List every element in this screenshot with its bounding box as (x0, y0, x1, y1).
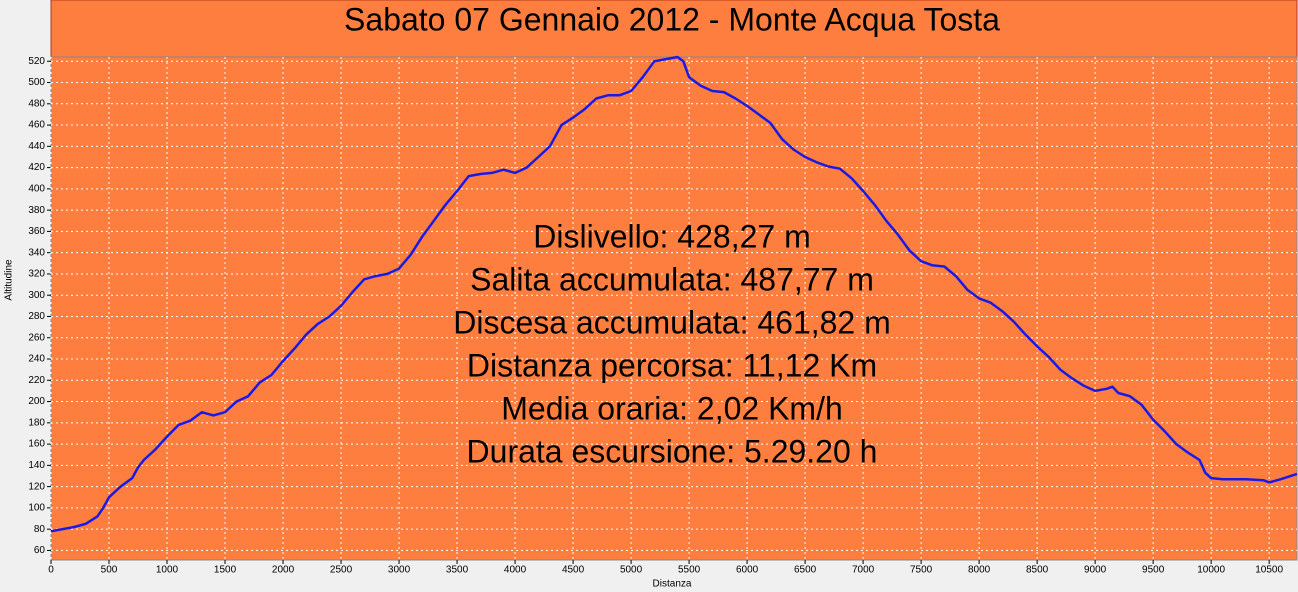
x-tick-label: 10500 (1255, 565, 1283, 576)
y-tick-label: 380 (28, 205, 45, 216)
x-tick-label: 9500 (1142, 565, 1165, 576)
x-tick-label: 4500 (562, 565, 585, 576)
x-tick-label: 9000 (1084, 565, 1107, 576)
y-tick-label: 400 (28, 184, 45, 195)
x-tick-label: 1000 (156, 565, 179, 576)
y-tick-label: 180 (28, 417, 45, 428)
y-tick-label: 220 (28, 375, 45, 386)
y-tick-label: 120 (28, 481, 45, 492)
annotation: Discesa accumulata: 461,82 m (453, 304, 891, 340)
y-tick-label: 360 (28, 226, 45, 237)
y-axis-label: Altitudine (4, 259, 15, 301)
elevation-line (50, 55, 1298, 533)
annotation: Durata escursione: 5.29.20 h (467, 433, 878, 469)
x-axis-label: Distanza (653, 579, 692, 590)
x-tick-label: 1500 (214, 565, 237, 576)
x-tick-label: 8500 (1026, 565, 1049, 576)
x-tick-label: 6000 (736, 565, 759, 576)
x-tick-label: 10000 (1197, 565, 1225, 576)
y-tick-label: 100 (28, 503, 45, 514)
y-tick-label: 260 (28, 332, 45, 343)
y-tick-label: 460 (28, 120, 45, 131)
plot-area (50, 56, 1298, 561)
y-tick-label: 420 (28, 162, 45, 173)
annotation: Distanza percorsa: 11,12 Km (467, 347, 877, 383)
x-tick-label: 4000 (504, 565, 527, 576)
x-tick-label: 5500 (678, 565, 701, 576)
x-tick-label: 6500 (794, 565, 817, 576)
y-tick-label: 280 (28, 311, 45, 322)
y-tick-label: 520 (28, 56, 45, 67)
y-tick-label: 300 (28, 290, 45, 301)
y-tick-label: 200 (28, 396, 45, 407)
x-tick-label: 500 (101, 565, 118, 576)
x-tick-label: 3500 (446, 565, 469, 576)
annotation: Media oraria: 2,02 Km/h (501, 390, 843, 426)
y-tick-label: 440 (28, 141, 45, 152)
y-tick-label: 500 (28, 77, 45, 88)
x-tick-label: 7500 (910, 565, 933, 576)
y-tick-label: 60 (34, 545, 46, 556)
x-tick-label: 2000 (272, 565, 295, 576)
x-tick-label: 3000 (388, 565, 411, 576)
title-band (50, 0, 1298, 58)
x-tick-label: 7000 (852, 565, 875, 576)
x-tick-label: 8000 (968, 565, 991, 576)
annotation: Dislivello: 428,27 m (533, 218, 810, 254)
annotation: Salita accumulata: 487,77 m (470, 261, 874, 297)
x-tick-label: 2500 (330, 565, 353, 576)
x-tick-label: 5000 (620, 565, 643, 576)
y-tick-label: 340 (28, 247, 45, 258)
x-tick-label: 0 (48, 565, 54, 576)
chart-title: Sabato 07 Gennaio 2012 - Monte Acqua Tos… (344, 1, 1000, 37)
y-tick-label: 140 (28, 460, 45, 471)
y-tick-label: 240 (28, 354, 45, 365)
y-tick-label: 160 (28, 439, 45, 450)
y-tick-label: 80 (34, 524, 46, 535)
y-tick-label: 320 (28, 269, 45, 280)
y-tick-label: 480 (28, 98, 45, 109)
